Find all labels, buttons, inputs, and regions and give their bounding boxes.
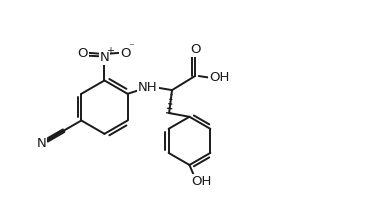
Text: O: O: [190, 43, 200, 56]
Text: N: N: [100, 51, 109, 64]
Text: N: N: [37, 137, 46, 150]
Text: O: O: [77, 47, 87, 60]
Text: OH: OH: [191, 175, 212, 188]
Text: OH: OH: [209, 71, 229, 84]
Text: O: O: [120, 47, 131, 60]
Text: +: +: [106, 46, 114, 56]
Text: NH: NH: [138, 81, 158, 94]
Text: ⁻: ⁻: [128, 42, 134, 52]
